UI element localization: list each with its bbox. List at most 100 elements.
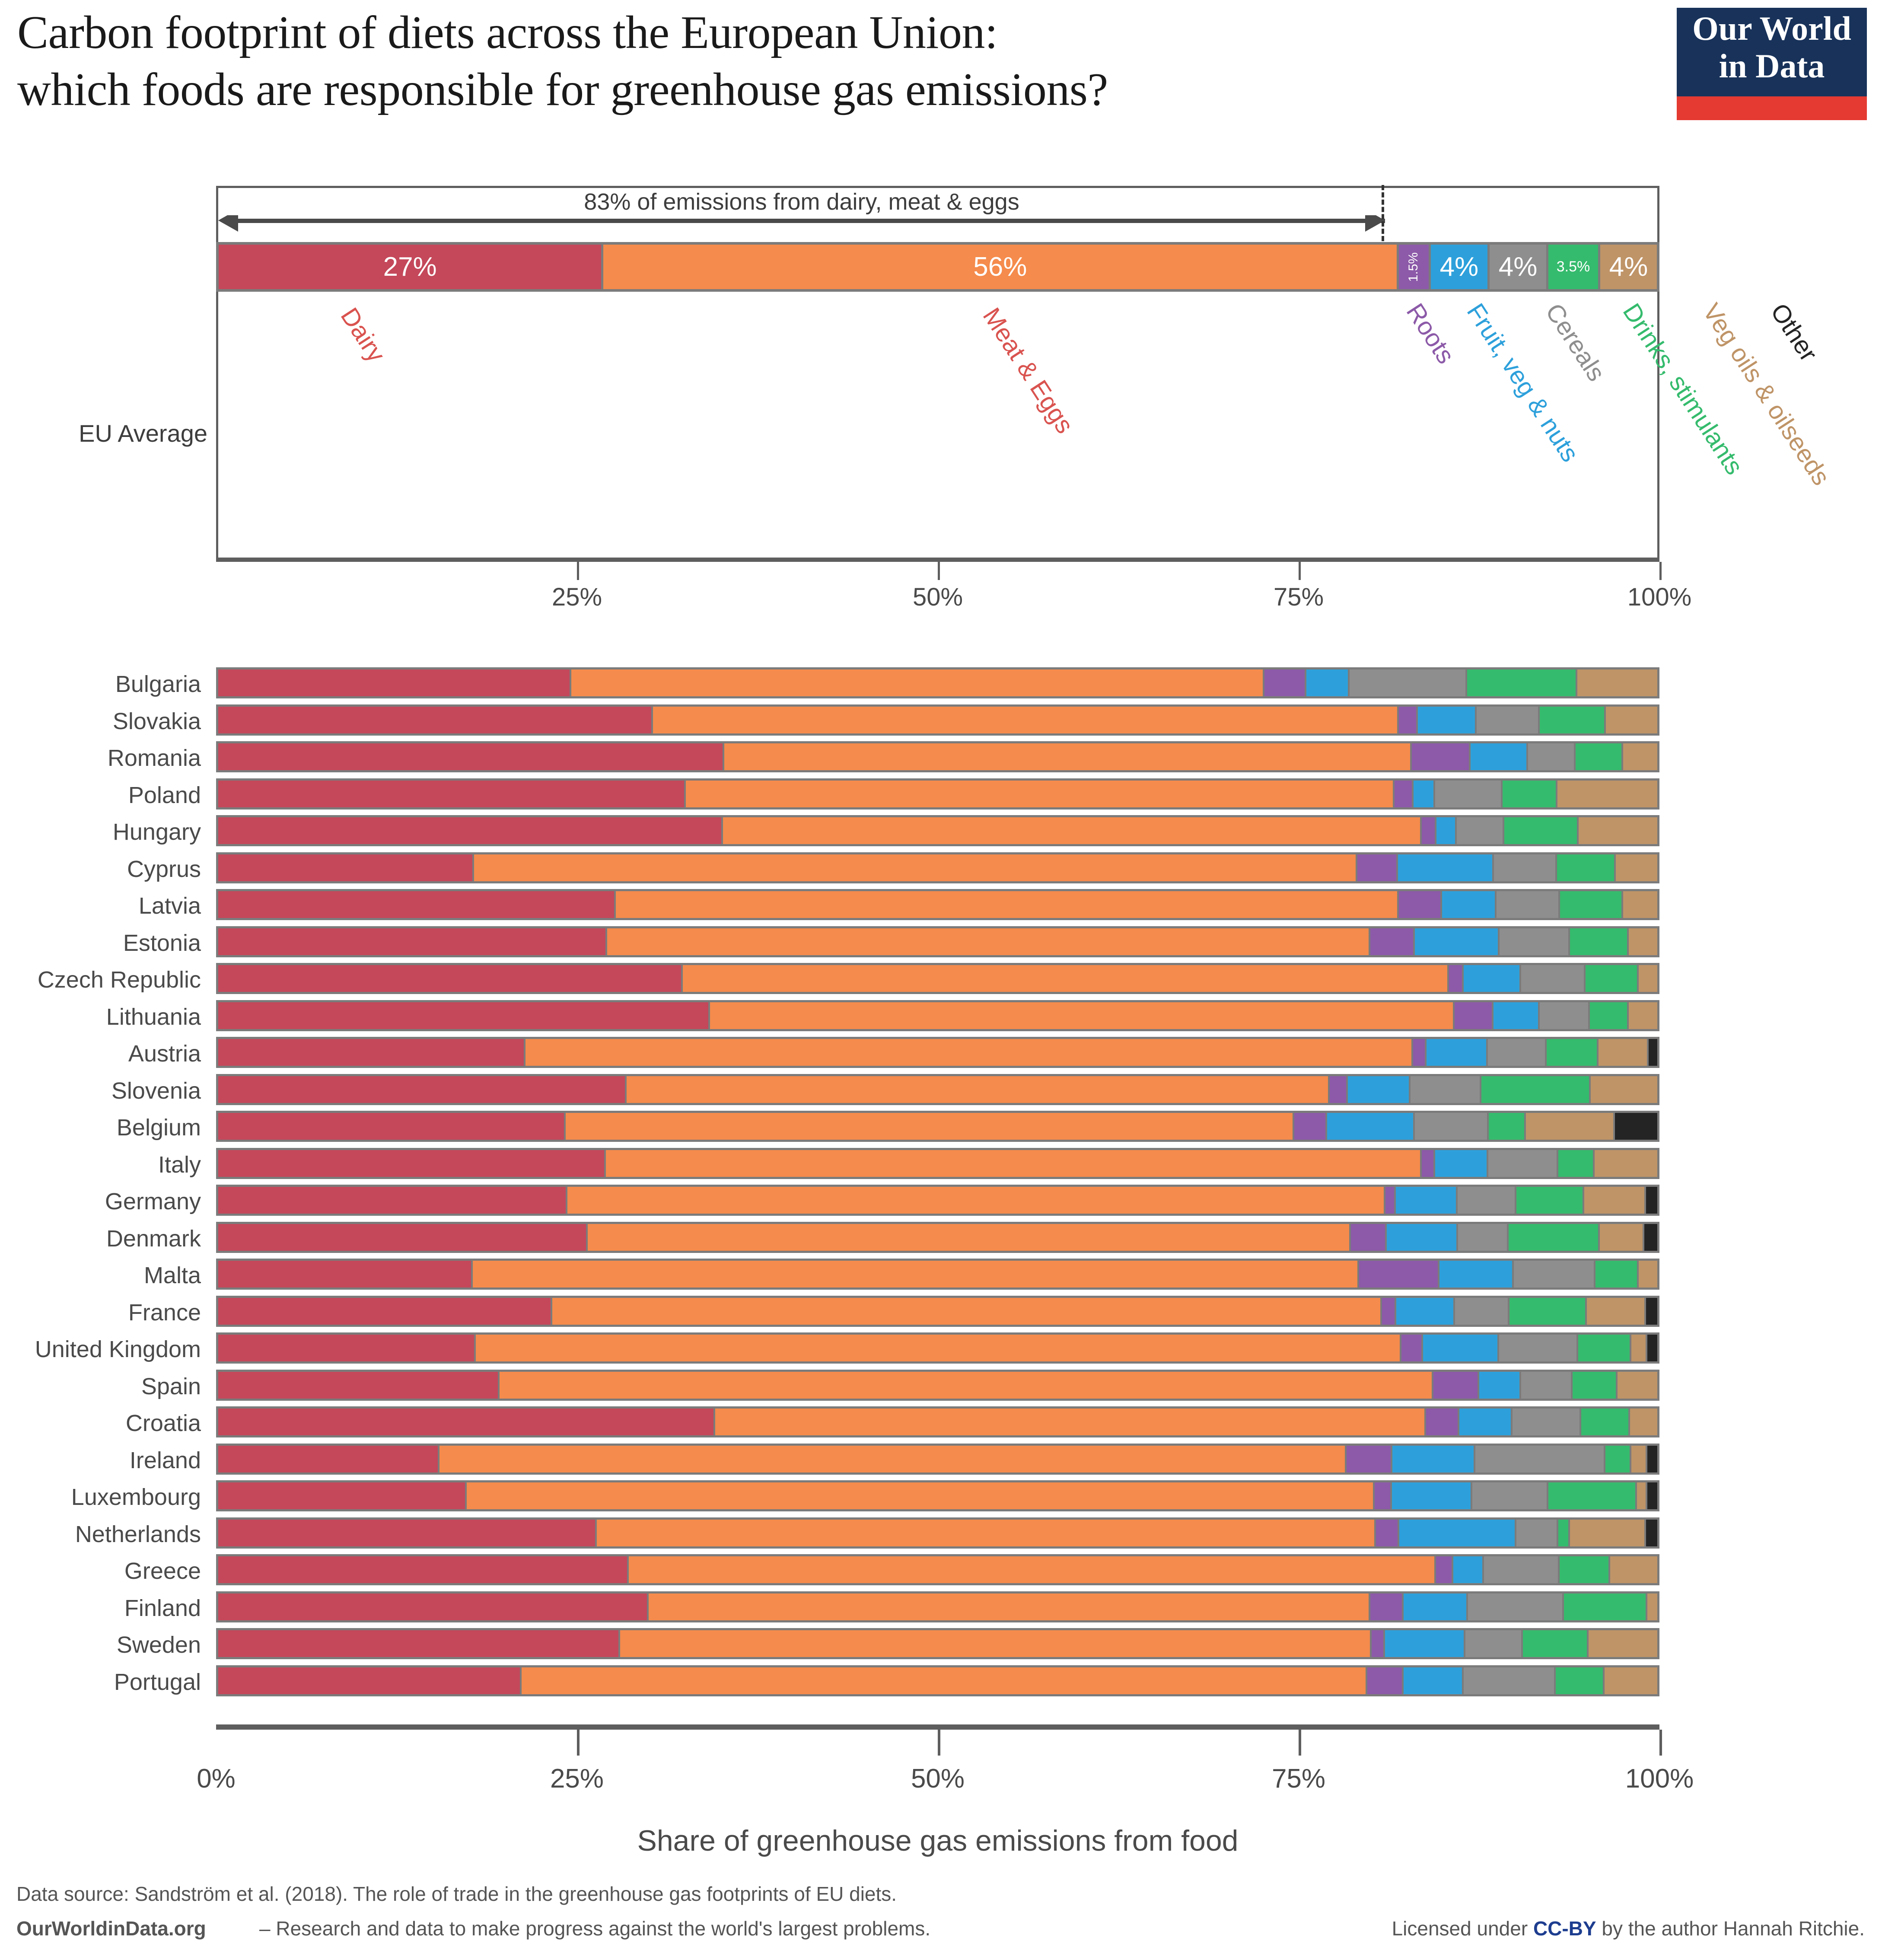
bar-segment-dairy[interactable] [218,1445,439,1472]
bar-segment-drinks-stimulants[interactable] [1560,1556,1610,1583]
bar-segment-roots[interactable] [1385,1187,1396,1214]
bar-segment-cereals[interactable] [1410,1076,1481,1103]
bar-segment-cereals[interactable] [1477,706,1540,733]
country-stacked-bar[interactable] [216,1665,1659,1696]
country-stacked-bar[interactable] [216,1480,1659,1511]
bar-segment-meat-eggs[interactable] [723,817,1422,844]
country-stacked-bar[interactable] [216,926,1659,957]
country-stacked-bar[interactable] [216,1554,1659,1585]
country-stacked-bar[interactable] [216,1259,1659,1290]
bar-segment-veg-oils-oilseeds[interactable] [1631,1445,1647,1472]
bar-segment-drinks-stimulants[interactable] [1564,1593,1647,1620]
bar-segment-roots[interactable] [1401,1335,1423,1361]
country-stacked-bar[interactable] [216,1591,1659,1622]
bar-segment-meat-eggs[interactable] [472,1261,1360,1288]
bar-segment-other[interactable] [1647,1445,1658,1472]
bar-segment-roots[interactable] [1395,780,1414,807]
country-stacked-bar[interactable] [216,963,1659,994]
bar-segment-cereals[interactable] [1528,743,1576,770]
bar-segment-other[interactable] [1647,1335,1657,1361]
bar-segment-dairy[interactable] [218,1297,553,1325]
bar-segment-dairy[interactable] [218,1556,629,1583]
bar-segment-fruit-veg-nuts[interactable] [1403,1593,1468,1620]
bar-segment-roots[interactable] [1372,1630,1385,1657]
bar-segment-cereals[interactable] [1472,1482,1548,1509]
bar-segment-fruit-veg-nuts[interactable] [1415,928,1500,955]
bar-segment-drinks-stimulants[interactable] [1548,1482,1637,1509]
bar-segment-meat-eggs[interactable] [715,1409,1427,1435]
bar-segment-veg-oils-oilseeds[interactable] [1647,1593,1657,1620]
bar-segment-veg-oils-oilseeds[interactable] [1637,1482,1647,1509]
bar-segment-meat-eggs[interactable] [474,854,1358,881]
country-stacked-bar[interactable] [216,852,1659,883]
bar-segment-cereals[interactable] [1415,1113,1489,1140]
bar-segment-veg-oils-oilseeds[interactable] [1594,1150,1658,1177]
bar-segment-drinks-stimulants[interactable] [1573,1371,1618,1399]
bar-segment-drinks-stimulants[interactable] [1605,1445,1631,1472]
bar-segment-fruit-veg-nuts[interactable] [1403,1667,1464,1694]
bar-segment-drinks-stimulants[interactable] [1488,1113,1526,1140]
bar-segment-veg-oils-oilseeds[interactable] [1587,1297,1646,1325]
bar-segment-cereals[interactable] [1458,1187,1517,1214]
bar-segment-cereals[interactable] [1493,854,1557,881]
bar-segment-veg-oils-oilseeds[interactable] [1616,854,1657,881]
country-stacked-bar[interactable] [216,1406,1659,1437]
bar-segment-drinks-stimulants[interactable] [1578,1335,1631,1361]
bar-segment-other[interactable] [1646,1187,1658,1214]
bar-segment-drinks-stimulants[interactable] [1575,743,1623,770]
bar-segment-other[interactable] [1646,1297,1657,1325]
bar-segment-dairy[interactable] [218,1335,476,1361]
bar-segment-meat-eggs[interactable] [566,1113,1295,1140]
bar-segment-veg-oils-oilseeds[interactable] [1579,817,1658,844]
bar-segment-roots[interactable] [1413,1039,1427,1066]
bar-segment-drinks-stimulants[interactable] [1516,1187,1584,1214]
eu-average-stacked-bar[interactable]: 27% 56% 1.5% 4% 4% 3.5% 4% [216,242,1659,292]
bar-segment-meat-eggs[interactable] [467,1482,1375,1509]
bar-segment-roots[interactable] [1455,1002,1494,1029]
bar-segment-roots[interactable] [1433,1371,1480,1399]
bar-segment-meat-eggs[interactable] [500,1371,1433,1399]
bar-segment-cereals[interactable] [1465,1630,1523,1657]
eu-bar-segment-drinks-stimulants[interactable]: 3.5% [1548,245,1600,289]
bar-segment-dairy[interactable] [218,1002,710,1029]
bar-segment-dairy[interactable] [218,1224,588,1251]
bar-segment-meat-eggs[interactable] [724,743,1412,770]
bar-segment-drinks-stimulants[interactable] [1558,1150,1595,1177]
bar-segment-meat-eggs[interactable] [588,1224,1351,1251]
bar-segment-roots[interactable] [1426,1409,1460,1435]
bar-segment-fruit-veg-nuts[interactable] [1436,817,1457,844]
bar-segment-dairy[interactable] [218,1371,500,1399]
bar-segment-cereals[interactable] [1488,1150,1559,1177]
bar-segment-veg-oils-oilseeds[interactable] [1623,743,1657,770]
bar-segment-roots[interactable] [1370,928,1415,955]
bar-segment-drinks-stimulants[interactable] [1595,1261,1639,1288]
bar-segment-meat-eggs[interactable] [567,1187,1386,1214]
bar-segment-cereals[interactable] [1475,1445,1605,1472]
bar-segment-meat-eggs[interactable] [648,1593,1371,1620]
bar-segment-cereals[interactable] [1521,1371,1573,1399]
bar-segment-other[interactable] [1646,1519,1658,1546]
bar-segment-roots[interactable] [1436,1556,1454,1583]
bar-segment-fruit-veg-nuts[interactable] [1435,1150,1488,1177]
bar-segment-roots[interactable] [1422,817,1436,844]
bar-segment-drinks-stimulants[interactable] [1508,1224,1600,1251]
bar-segment-drinks-stimulants[interactable] [1547,1039,1599,1066]
bar-segment-fruit-veg-nuts[interactable] [1413,780,1436,807]
bar-segment-cereals[interactable] [1349,669,1467,696]
bar-segment-cereals[interactable] [1456,817,1504,844]
bar-segment-fruit-veg-nuts[interactable] [1426,1039,1488,1066]
bar-segment-meat-eggs[interactable] [521,1667,1368,1694]
bar-segment-veg-oils-oilseeds[interactable] [1628,1002,1657,1029]
bar-segment-dairy[interactable] [218,1519,597,1546]
bar-segment-veg-oils-oilseeds[interactable] [1617,1371,1657,1399]
bar-segment-cereals[interactable] [1514,1261,1596,1288]
bar-segment-drinks-stimulants[interactable] [1522,1630,1589,1657]
bar-segment-veg-oils-oilseeds[interactable] [1639,965,1657,992]
country-stacked-bar[interactable] [216,1369,1659,1401]
bar-segment-dairy[interactable] [218,1150,606,1177]
bar-segment-dairy[interactable] [218,1039,525,1066]
bar-segment-drinks-stimulants[interactable] [1557,854,1616,881]
bar-segment-fruit-veg-nuts[interactable] [1392,1445,1475,1472]
bar-segment-veg-oils-oilseeds[interactable] [1631,1335,1647,1361]
bar-segment-veg-oils-oilseeds[interactable] [1630,1409,1657,1435]
